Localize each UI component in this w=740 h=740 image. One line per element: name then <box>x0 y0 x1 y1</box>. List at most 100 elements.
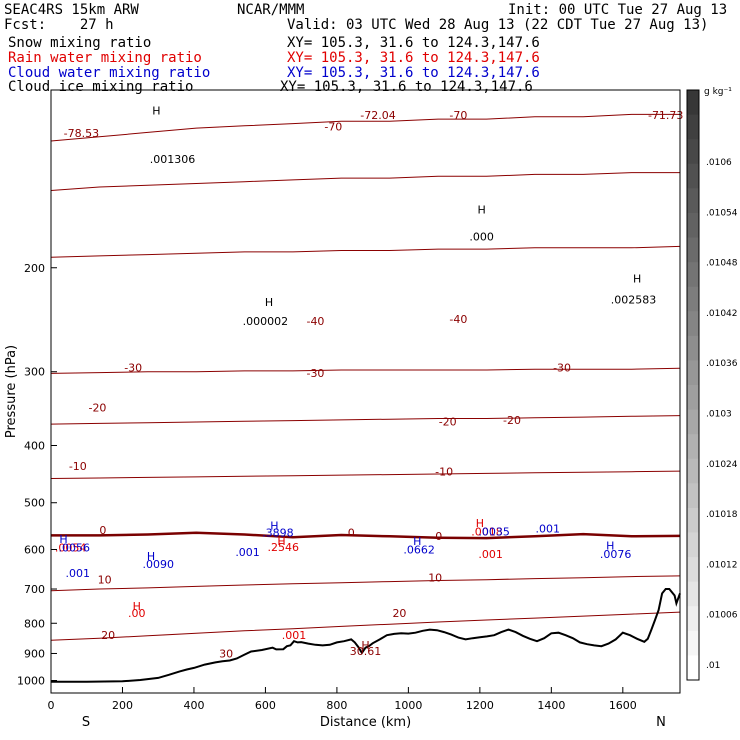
isotherm-line <box>50 611 681 641</box>
colorbar-unit: g kg⁻¹ <box>704 87 732 97</box>
contour-label: -78.53 <box>64 127 99 140</box>
y-tick-label: 400 <box>24 440 45 453</box>
colorbar-segment <box>687 188 699 214</box>
contour-label: H <box>147 550 155 563</box>
contour-label: H <box>633 273 641 286</box>
colorbar-segment <box>687 532 699 558</box>
isotherm-line <box>50 470 681 479</box>
contour-label: H <box>413 535 421 548</box>
colorbar-segment <box>687 90 699 116</box>
contour-label: -30 <box>306 367 324 380</box>
colorbar-segment <box>687 311 699 337</box>
colorbar-label: .0103 <box>706 410 732 420</box>
isotherm-line <box>50 415 681 425</box>
colorbar-segment <box>687 458 699 484</box>
colorbar-segment <box>687 237 699 263</box>
contour-label: -40 <box>306 315 324 328</box>
contour-label: .000002 <box>243 315 289 328</box>
contour-label: .002583 <box>611 294 657 307</box>
contour-label: -70 <box>449 109 467 122</box>
colorbar-label: .01 <box>706 661 720 671</box>
colorbar-label: .01036 <box>706 359 738 369</box>
contour-label: H <box>476 517 484 530</box>
colorbar-segment <box>687 360 699 386</box>
colorbar-segment <box>687 114 699 140</box>
valid-time: Valid: 03 UTC Wed 28 Aug 13 (22 CDT Tue … <box>287 17 709 33</box>
colorbar-label: .01042 <box>706 309 738 319</box>
model-title: SEAC4RS 15km ARW <box>4 2 139 18</box>
colorbar-segment <box>687 655 699 681</box>
colorbar-label: .01024 <box>706 460 738 470</box>
y-tick-label: 700 <box>24 583 45 596</box>
y-tick-label: 900 <box>24 647 45 660</box>
colorbar-segment <box>687 409 699 435</box>
contour-label: .0035 <box>478 525 510 538</box>
contour-label: -72.04 <box>360 109 395 122</box>
colorbar-segment <box>687 581 699 607</box>
colorbar-segment <box>687 163 699 189</box>
colorbar-label: .0106 <box>706 158 732 168</box>
isotherm-line <box>51 531 681 540</box>
contour-label: .0054 <box>55 542 87 555</box>
contour-label: .0662 <box>403 544 435 557</box>
isotherm-line <box>50 245 681 258</box>
contour-label: .0018 <box>471 525 503 538</box>
colorbar-label: .01018 <box>706 510 738 520</box>
contour-label: 10 <box>98 573 112 586</box>
colorbar-segment <box>687 139 699 165</box>
colorbar-segment <box>687 262 699 288</box>
field-xy-ice: XY= 105.3, 31.6 to 124.3,147.6 <box>280 79 533 95</box>
contour-label: 0 <box>348 526 355 539</box>
contour-label: H <box>361 639 369 652</box>
contour-label: 20 <box>392 607 406 620</box>
contour-label: 10 <box>428 572 442 585</box>
x-tick-label: 1600 <box>609 699 637 712</box>
field-name-rain: Rain water mixing ratio <box>8 50 202 66</box>
contour-label: .001 <box>235 546 260 559</box>
contour-label: H <box>478 204 486 217</box>
contour-label: H <box>133 600 141 613</box>
contour-label: .0076 <box>600 548 632 561</box>
colorbar-segment <box>687 385 699 411</box>
contour-label: .2546 <box>268 541 300 554</box>
south-label: S <box>82 715 90 730</box>
contour-label: 20 <box>101 629 115 642</box>
colorbar-segment <box>687 434 699 460</box>
colorbar-label: .01012 <box>706 560 738 570</box>
contour-label: 0 <box>99 524 106 537</box>
contour-label: H <box>277 535 285 548</box>
terrain-line <box>51 588 681 683</box>
colorbar-label: .01054 <box>706 208 738 218</box>
colorbar-segment <box>687 212 699 238</box>
contour-label: .0090 <box>142 558 174 571</box>
field-xy-cloud: XY= 105.3, 31.6 to 124.3,147.6 <box>287 65 540 81</box>
y-tick-label: 800 <box>24 617 45 630</box>
plot-frame <box>50 89 681 694</box>
x-tick-label: 400 <box>183 699 204 712</box>
center-name: NCAR/MMM <box>237 2 305 18</box>
field-name-ice: Cloud ice mixing ratio <box>8 79 194 95</box>
contour-label: H <box>606 539 614 552</box>
field-name-snow: Snow mixing ratio <box>8 35 152 51</box>
isotherm-line <box>50 575 681 592</box>
colorbar: g kg⁻¹ .0106 .01054 .01048 .01042 .01036 .0103… <box>686 87 738 681</box>
colorbar-segment <box>687 606 699 632</box>
colorbar-segment <box>687 335 699 361</box>
field-name-cloud: Cloud water mixing ratio <box>8 65 211 81</box>
contour-label: -30 <box>553 362 571 375</box>
x-tick-label: 200 <box>112 699 133 712</box>
isotherm-line <box>50 172 680 191</box>
north-label: N <box>656 715 666 730</box>
contour-label: 0 <box>435 530 442 543</box>
contour-label: -70 <box>324 120 342 133</box>
contour-label: .00 <box>128 607 146 620</box>
y-tick-label: 600 <box>24 543 45 556</box>
plot-area: -78.53H.001306-70-72.04 -70 -71.73H.000H.0… <box>50 104 683 683</box>
y-tick-label: 1000 <box>17 674 45 687</box>
contour-label: -40 <box>449 313 467 326</box>
x-axis-label: Distance (km) <box>320 715 411 730</box>
forecast-hour: Fcst: 27 h <box>4 17 114 33</box>
contour-label: .000 <box>469 231 494 244</box>
